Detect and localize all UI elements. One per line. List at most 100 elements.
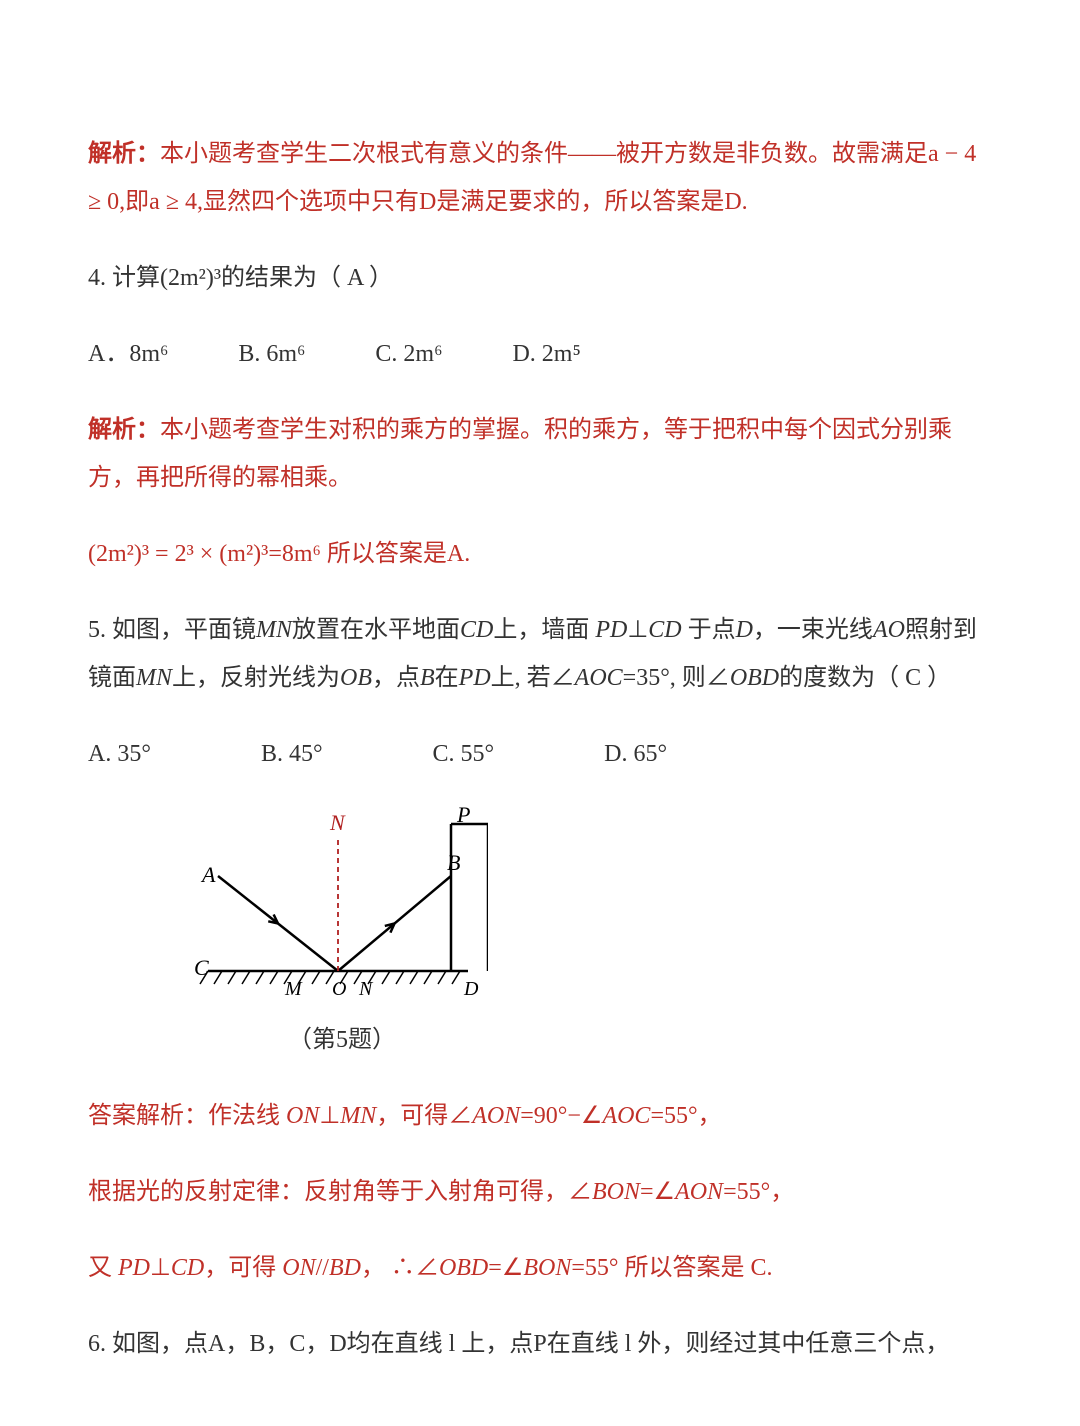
- svg-text:O: O: [332, 978, 346, 1000]
- t: CD: [171, 1255, 204, 1281]
- t: 上, 若: [491, 665, 551, 691]
- q4-prefix: 4. 计算: [88, 265, 160, 291]
- t: ， ∴: [361, 1255, 415, 1281]
- q3-analysis-part3: 显然四个选项中只有D是满足要求的，所以答案是D.: [203, 189, 748, 215]
- t: 又: [88, 1255, 118, 1281]
- analysis-label: 解析：: [88, 141, 160, 167]
- svg-text:N: N: [358, 978, 374, 1000]
- q4-option-c: C. 2m⁶: [375, 330, 442, 378]
- q3-analysis-part1: 本小题考查学生二次根式有意义的条件——被开方数是非负数。故需满足: [160, 141, 928, 167]
- svg-text:M: M: [284, 978, 303, 1000]
- t: =: [640, 1179, 654, 1205]
- q5-sol-line3: 又 PD⊥CD，可得 ON//BD， ∴∠OBD=∠BON=55° 所以答案是 …: [88, 1244, 992, 1292]
- t: 放置在水平地面: [292, 617, 460, 643]
- t: AON: [675, 1179, 723, 1205]
- t: 于点: [682, 617, 736, 643]
- svg-text:P: P: [456, 806, 470, 827]
- q5-option-d: D. 65°: [604, 730, 667, 778]
- svg-text:N: N: [329, 810, 346, 835]
- t: ∠: [706, 665, 730, 691]
- t: ∠: [551, 665, 575, 691]
- q4-work-tail: 所以答案是A.: [321, 541, 470, 567]
- t: BD: [329, 1255, 361, 1281]
- q3-analysis: 解析：本小题考查学生二次根式有意义的条件——被开方数是非负数。故需满足a − 4…: [88, 130, 992, 226]
- t: AO: [873, 617, 905, 643]
- t: AON: [472, 1103, 520, 1129]
- t: ⊥: [627, 617, 648, 643]
- q4-option-b: B. 6m⁶: [238, 330, 305, 378]
- q5-sol-line1: 答案解析：作法线 ON⊥MN，可得∠AON=90°−∠AOC=55°，: [88, 1092, 992, 1140]
- q5-option-c: C. 55°: [433, 730, 495, 778]
- t: MN: [256, 617, 292, 643]
- t: OBD: [730, 665, 779, 691]
- t: 根据光的反射定律：反射角等于入射角可得，: [88, 1179, 568, 1205]
- t: ∠: [502, 1255, 524, 1281]
- svg-text:A: A: [200, 862, 216, 887]
- t: 上，墙面: [493, 617, 595, 643]
- t: ，点: [372, 665, 420, 691]
- t: ，可得: [376, 1103, 448, 1129]
- t: ⊥: [150, 1255, 171, 1281]
- t: ⊥: [319, 1103, 340, 1129]
- t: ，一束光线: [753, 617, 873, 643]
- t: CD: [460, 617, 493, 643]
- t: 5. 如图，平面镜: [88, 617, 256, 643]
- q5-caption: （第5题）: [288, 1016, 992, 1064]
- svg-text:B: B: [447, 850, 460, 875]
- q5-options: A. 35° B. 45° C. 55° D. 65°: [88, 730, 992, 778]
- q5-stem: 5. 如图，平面镜MN放置在水平地面CD上，墙面 PD⊥CD 于点D，一束光线A…: [88, 606, 992, 702]
- q5-option-b: B. 45°: [261, 730, 323, 778]
- t: D: [736, 617, 753, 643]
- q4-option-a: A．8m⁶: [88, 330, 168, 378]
- t: =55°，: [723, 1179, 794, 1205]
- t: 答案解析：作法线: [88, 1103, 286, 1129]
- t: BON: [523, 1255, 571, 1281]
- q4-analysis-body: 本小题考查学生对积的乘方的掌握。积的乘方，等于把积中每个因式分别乘方，再把所得的…: [88, 417, 952, 491]
- svg-text:D: D: [463, 978, 479, 1000]
- q4-stem: 4. 计算(2m²)³的结果为（ A ）: [88, 254, 992, 302]
- q3-analysis-part2: 即: [125, 189, 149, 215]
- t: AOC: [575, 665, 623, 691]
- q3-ineq2: a ≥ 4,: [149, 189, 203, 215]
- t: AOC: [602, 1103, 650, 1129]
- t: ∠: [568, 1179, 592, 1205]
- q4-work-expr: (2m²)³ = 2³ × (m²)³=8m⁶: [88, 541, 321, 567]
- q5-sol-line2: 根据光的反射定律：反射角等于入射角可得，∠BON=∠AON=55°，: [88, 1168, 992, 1216]
- svg-text:C: C: [194, 955, 209, 980]
- exam-page: 解析：本小题考查学生二次根式有意义的条件——被开方数是非负数。故需满足a − 4…: [0, 0, 1080, 1426]
- t: B: [420, 665, 435, 691]
- t: ON: [286, 1103, 319, 1129]
- t: ∠: [448, 1103, 472, 1129]
- t: ∠: [654, 1179, 676, 1205]
- t: MN: [340, 1103, 376, 1129]
- t: =: [488, 1255, 502, 1281]
- t: =55° 所以答案是 C.: [571, 1255, 772, 1281]
- t: 上，反射光线为: [172, 665, 340, 691]
- t: ∠: [415, 1255, 439, 1281]
- q4-options: A．8m⁶ B. 6m⁶ C. 2m⁶ D. 2m⁵: [88, 330, 992, 378]
- t: BON: [592, 1179, 640, 1205]
- t: =90°−: [520, 1103, 581, 1129]
- t: 的度数为（ C ）: [779, 665, 951, 691]
- q6-text: 6. 如图，点A，B，C，D均在直线 l 上，点P在直线 l 外，则经过其中任意…: [88, 1331, 949, 1357]
- t: 在: [435, 665, 459, 691]
- q5-option-a: A. 35°: [88, 730, 151, 778]
- q4-suffix: 的结果为（ A ）: [221, 265, 393, 291]
- t: CD: [648, 617, 681, 643]
- q6-stem: 6. 如图，点A，B，C，D均在直线 l 上，点P在直线 l 外，则经过其中任意…: [88, 1320, 992, 1368]
- t: PD: [118, 1255, 150, 1281]
- q4-option-d: D. 2m⁵: [512, 330, 580, 378]
- q4-expr: (2m²)³: [160, 265, 221, 291]
- q5-diagram: ABCDMONNP: [188, 806, 488, 1016]
- t: =35°, 则: [623, 665, 706, 691]
- q4-analysis: 解析：本小题考查学生对积的乘方的掌握。积的乘方，等于把积中每个因式分别乘方，再把…: [88, 406, 992, 502]
- t: ，可得: [204, 1255, 282, 1281]
- t: MN: [136, 665, 172, 691]
- t: PD: [459, 665, 491, 691]
- t: //: [316, 1255, 329, 1281]
- t: OBD: [439, 1255, 488, 1281]
- q4-work: (2m²)³ = 2³ × (m²)³=8m⁶ 所以答案是A.: [88, 530, 992, 578]
- t: ∠: [581, 1103, 603, 1129]
- analysis-label: 解析：: [88, 417, 160, 443]
- t: ON: [282, 1255, 315, 1281]
